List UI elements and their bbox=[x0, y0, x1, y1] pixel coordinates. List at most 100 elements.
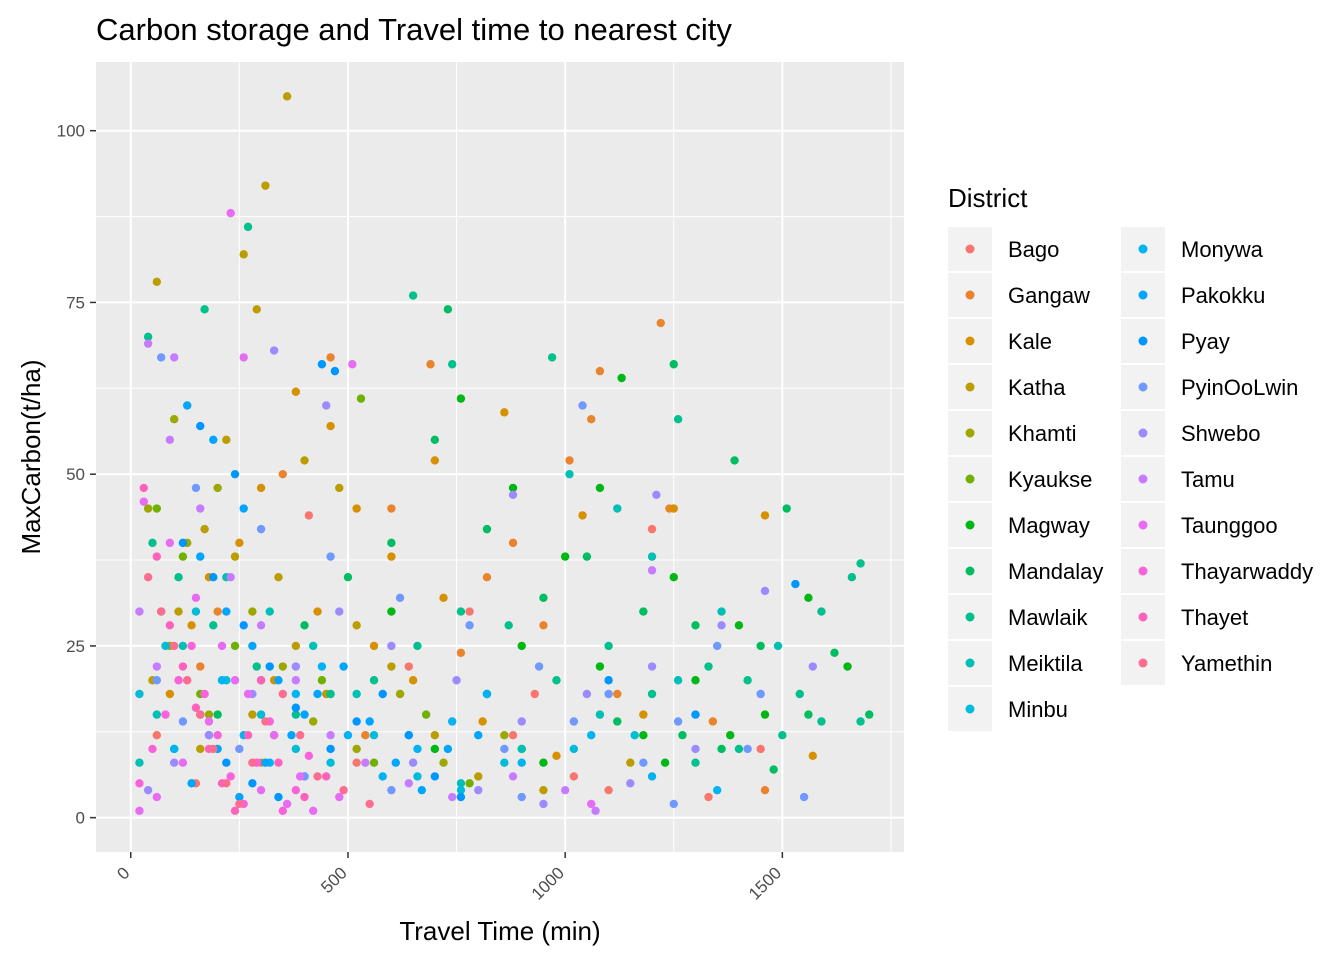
data-point bbox=[408, 291, 418, 300]
data-point bbox=[152, 792, 162, 802]
data-point bbox=[178, 641, 188, 651]
data-point bbox=[326, 552, 335, 561]
data-point bbox=[391, 758, 400, 767]
data-point bbox=[647, 662, 657, 671]
data-point bbox=[191, 703, 201, 712]
data-point bbox=[587, 731, 596, 740]
data-point bbox=[200, 524, 209, 534]
data-point bbox=[730, 456, 739, 465]
data-point bbox=[300, 456, 309, 465]
data-point bbox=[143, 339, 153, 348]
x-tick-label: 1500 bbox=[745, 863, 785, 903]
data-point bbox=[200, 689, 209, 699]
data-point bbox=[743, 676, 752, 685]
data-point bbox=[161, 710, 170, 719]
data-point bbox=[304, 511, 314, 520]
data-point bbox=[413, 641, 422, 651]
data-point bbox=[352, 744, 361, 754]
data-point bbox=[209, 744, 218, 754]
data-point bbox=[639, 758, 648, 767]
data-point bbox=[595, 662, 605, 671]
data-point bbox=[547, 353, 557, 362]
data-point bbox=[395, 593, 405, 603]
legend-key-dot bbox=[965, 244, 975, 254]
data-point bbox=[239, 504, 248, 513]
legend-label: Pyay bbox=[1181, 329, 1230, 354]
data-point bbox=[291, 703, 301, 712]
data-point bbox=[326, 689, 335, 699]
data-point bbox=[317, 360, 327, 369]
data-point bbox=[187, 641, 196, 651]
data-point bbox=[448, 360, 457, 369]
legend-key-dot bbox=[965, 474, 975, 484]
data-point bbox=[465, 779, 474, 788]
data-point bbox=[274, 792, 283, 802]
data-point bbox=[152, 277, 162, 287]
data-point bbox=[187, 779, 196, 788]
data-point bbox=[552, 676, 561, 685]
data-point bbox=[669, 799, 678, 809]
data-point bbox=[174, 573, 183, 582]
legend-key-dot bbox=[1138, 428, 1148, 438]
data-point bbox=[756, 641, 765, 651]
data-point bbox=[209, 621, 218, 630]
data-point bbox=[187, 621, 196, 630]
data-point bbox=[148, 538, 157, 548]
data-point bbox=[456, 779, 466, 788]
data-point bbox=[673, 676, 683, 685]
data-point bbox=[222, 779, 231, 788]
data-point bbox=[626, 758, 635, 767]
data-point bbox=[713, 785, 722, 795]
data-point bbox=[196, 710, 205, 719]
data-point bbox=[274, 573, 283, 582]
data-point bbox=[595, 483, 605, 493]
data-point bbox=[352, 689, 361, 699]
data-point bbox=[456, 394, 466, 403]
data-point bbox=[152, 504, 162, 513]
data-point bbox=[760, 511, 770, 520]
data-point bbox=[560, 552, 570, 561]
data-point bbox=[165, 621, 175, 630]
data-point bbox=[183, 401, 192, 410]
data-point bbox=[300, 621, 309, 630]
data-point bbox=[387, 785, 396, 795]
data-point bbox=[856, 717, 865, 726]
data-point bbox=[282, 799, 292, 809]
data-point bbox=[430, 731, 440, 740]
data-point bbox=[139, 497, 148, 506]
legend-key-dot bbox=[965, 336, 975, 346]
data-point bbox=[313, 689, 322, 699]
chart-title: Carbon storage and Travel time to neares… bbox=[96, 12, 732, 47]
data-point bbox=[500, 731, 509, 740]
data-point bbox=[456, 607, 466, 616]
data-point bbox=[717, 607, 726, 616]
data-point bbox=[239, 353, 248, 362]
data-point bbox=[604, 785, 613, 795]
data-point bbox=[300, 792, 309, 802]
data-point bbox=[365, 799, 374, 809]
data-point bbox=[539, 799, 548, 809]
data-point bbox=[708, 717, 718, 726]
data-point bbox=[508, 538, 518, 548]
data-point bbox=[256, 710, 266, 719]
data-point bbox=[178, 758, 188, 767]
data-point bbox=[517, 744, 526, 754]
data-point bbox=[352, 504, 361, 513]
data-point bbox=[465, 621, 474, 630]
data-point bbox=[439, 758, 448, 767]
legend-key-dot bbox=[1138, 290, 1148, 300]
data-point bbox=[235, 744, 244, 754]
data-point bbox=[196, 504, 205, 513]
data-point bbox=[769, 765, 778, 774]
data-point bbox=[152, 662, 162, 671]
data-point bbox=[235, 799, 244, 809]
data-point bbox=[343, 573, 353, 582]
data-point bbox=[317, 662, 327, 671]
legend-label: Minbu bbox=[1008, 697, 1068, 722]
data-point bbox=[713, 641, 722, 651]
data-point bbox=[196, 421, 205, 431]
data-point bbox=[361, 758, 370, 767]
data-point bbox=[795, 689, 804, 699]
data-point bbox=[322, 401, 331, 410]
data-point bbox=[148, 744, 157, 754]
